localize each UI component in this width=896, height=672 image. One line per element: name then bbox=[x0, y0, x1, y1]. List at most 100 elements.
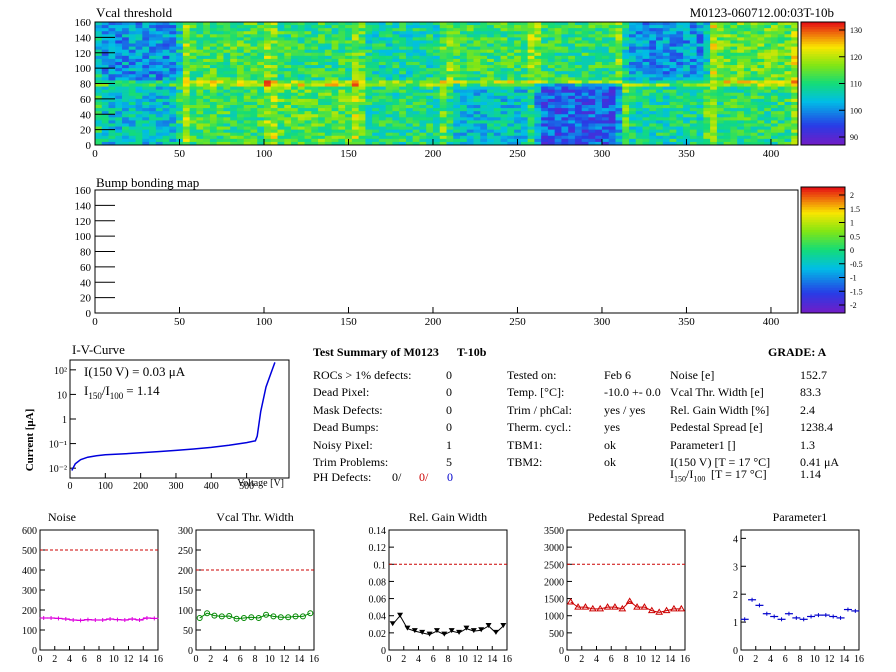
vcal-heat-cell bbox=[541, 25, 549, 29]
vcal-colorbar-band bbox=[801, 56, 845, 60]
vcal-heat-cell bbox=[622, 25, 630, 29]
vcal-heat-cell bbox=[189, 65, 197, 69]
vcal-heat-cell bbox=[473, 101, 481, 106]
vcal-heat-cell bbox=[561, 74, 569, 78]
vcal-heat-cell bbox=[331, 55, 339, 60]
vcal-heat-cell bbox=[216, 108, 224, 112]
vcal-heat-cell bbox=[250, 58, 258, 63]
vcal-heat-cell bbox=[162, 123, 170, 127]
vcal-heat-cell bbox=[318, 126, 326, 131]
vcal-heat-cell bbox=[95, 123, 103, 127]
vcal-heat-cell bbox=[399, 141, 407, 146]
vcal-heat-cell bbox=[669, 132, 677, 137]
vcal-heat-cell bbox=[703, 28, 711, 32]
vcal-heat-cell bbox=[500, 40, 508, 44]
vcal-heat-cell bbox=[466, 65, 474, 69]
vcal-heat-cell bbox=[615, 126, 623, 131]
vcal-heat-cell bbox=[689, 132, 698, 137]
vcal-heat-cell bbox=[405, 52, 414, 57]
vcal-heat-cell bbox=[338, 89, 346, 94]
vcal-heat-cell bbox=[358, 49, 366, 54]
vcal-heat-cell bbox=[480, 135, 488, 140]
vcal-heat-cell bbox=[743, 95, 752, 100]
vcal-colorbar-band bbox=[801, 49, 845, 53]
vcal-heat-cell bbox=[683, 52, 691, 57]
vcal-heat-cell bbox=[318, 52, 326, 57]
vcal-heat-cell bbox=[176, 25, 184, 29]
vcal-heat-cell bbox=[574, 49, 583, 54]
vcal-heat-cell bbox=[743, 58, 752, 63]
vcal-heat-cell bbox=[689, 101, 698, 106]
summary-middle-value: ok bbox=[604, 437, 616, 452]
vcal-heat-cell bbox=[595, 77, 603, 81]
vcal-heat-cell bbox=[426, 37, 434, 41]
vcal-heat-cell bbox=[629, 132, 637, 137]
vcal-heat-cell bbox=[284, 61, 292, 66]
vcal-heat-cell bbox=[683, 108, 691, 112]
vcal-heat-cell bbox=[622, 80, 630, 84]
vcal-heat-cell bbox=[230, 65, 238, 69]
vcal-colorbar-band bbox=[801, 29, 845, 33]
vcal-heat-cell bbox=[182, 37, 191, 41]
vcal-heat-cell bbox=[730, 46, 738, 51]
vcal-heat-cell bbox=[581, 117, 589, 121]
vcal-heat-cell bbox=[135, 132, 143, 137]
vcal-heat-cell bbox=[622, 74, 630, 78]
vcal-heat-cell bbox=[142, 58, 150, 63]
vcal-heat-cell bbox=[351, 31, 360, 35]
vcal-heat-cell bbox=[432, 55, 441, 60]
vcal-heat-cell bbox=[568, 129, 576, 134]
vcal-heat-cell bbox=[243, 52, 251, 57]
vcal-heat-cell bbox=[581, 98, 589, 103]
vcal-heat-cell bbox=[385, 86, 393, 91]
vcal-heat-cell bbox=[392, 71, 400, 75]
vcal-heat-cell bbox=[101, 28, 109, 32]
vcal-heat-cell bbox=[520, 52, 529, 57]
vcal-heat-cell bbox=[149, 92, 157, 97]
vcal-heat-cell bbox=[737, 28, 745, 32]
vcal-heat-cell bbox=[176, 120, 184, 124]
vcal-heat-cell bbox=[324, 135, 332, 140]
vcal-heat-cell bbox=[345, 74, 353, 78]
vcal-heat-cell bbox=[615, 34, 623, 38]
vcal-heat-cell bbox=[250, 68, 258, 72]
vcal-heat-cell bbox=[419, 31, 427, 35]
vcal-heat-cell bbox=[656, 120, 664, 124]
vcal-heat-cell bbox=[568, 46, 576, 51]
vcal-heat-cell bbox=[176, 132, 184, 137]
vcal-heat-cell bbox=[432, 135, 441, 140]
vcal-heat-cell bbox=[750, 25, 758, 29]
vcal-heat-cell bbox=[277, 74, 285, 78]
vcal-heat-cell bbox=[743, 141, 752, 146]
vcal-heat-cell bbox=[487, 68, 495, 72]
vcal-heat-cell bbox=[757, 123, 765, 127]
vcal-heat-cell bbox=[128, 101, 136, 106]
vcal-heat-cell bbox=[270, 129, 278, 134]
small-plot-point bbox=[277, 614, 284, 621]
vcal-heat-cell bbox=[304, 65, 312, 69]
vcal-heat-cell bbox=[95, 28, 103, 32]
vcal-heat-cell bbox=[270, 135, 278, 140]
vcal-heat-cell bbox=[419, 132, 427, 137]
vcal-heat-cell bbox=[250, 80, 258, 84]
vcal-heat-cell bbox=[764, 89, 772, 94]
vcal-heat-cell bbox=[541, 135, 549, 140]
vcal-heat-cell bbox=[534, 58, 542, 63]
vcal-heat-cell bbox=[547, 43, 556, 47]
vcal-heat-cell bbox=[703, 98, 711, 103]
vcal-heat-cell bbox=[115, 95, 123, 100]
small-plot-point bbox=[574, 603, 582, 610]
vcal-heat-cell bbox=[216, 123, 224, 127]
vcal-heat-cell bbox=[507, 132, 515, 137]
vcal-heat-cell bbox=[358, 111, 366, 115]
vcal-heat-cell bbox=[304, 22, 312, 26]
vcal-heat-cell bbox=[723, 114, 731, 118]
vcal-heat-cell bbox=[520, 123, 529, 127]
vcal-heat-cell bbox=[460, 22, 468, 26]
vcal-heat-cell bbox=[358, 22, 366, 26]
vcal-heat-cell bbox=[683, 31, 691, 35]
vcal-heat-cell bbox=[345, 28, 353, 32]
vcal-heat-cell bbox=[493, 132, 501, 137]
vcal-heat-cell bbox=[230, 52, 238, 57]
